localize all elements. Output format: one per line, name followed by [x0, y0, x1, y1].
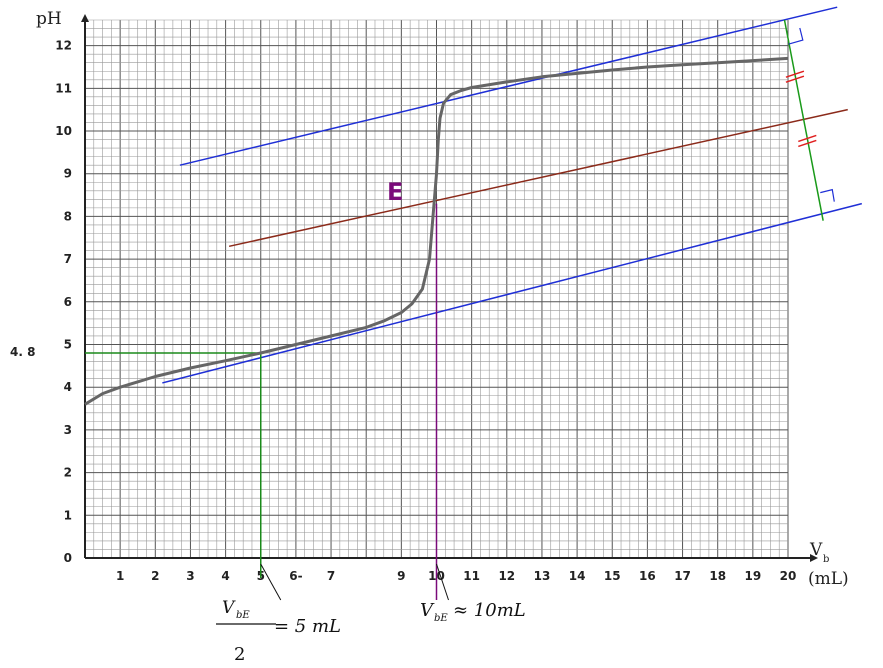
median-line — [228, 108, 848, 248]
markers — [785, 27, 835, 202]
x-tick-label: 2 — [151, 569, 159, 583]
titration-curve — [84, 56, 789, 406]
x-tick-label: 6- — [289, 569, 302, 583]
x-tick-label: 18 — [709, 569, 726, 583]
y-tick-label: 1 — [64, 508, 72, 522]
x-axis-label: V — [809, 540, 823, 560]
half-annotation-v: V — [222, 598, 236, 618]
x-axis-unit: (mL) — [808, 569, 849, 589]
x-tick-label: 3 — [186, 569, 194, 583]
x-tick-label: 11 — [463, 569, 480, 583]
right-angle-mark — [820, 188, 835, 202]
y-tick-label: 11 — [55, 81, 72, 95]
x-tick-label: 4 — [221, 569, 229, 583]
equal-length-tick — [798, 139, 817, 148]
x-axis-arrow — [810, 554, 818, 562]
y-tick-label: 9 — [64, 167, 72, 181]
tangent-bottom-line — [162, 202, 863, 384]
equivalence-label: E — [387, 178, 403, 206]
x-tick-label: 9 — [397, 569, 405, 583]
y-tick-label: 6 — [64, 295, 72, 309]
half-annotation-arrow — [260, 563, 282, 601]
x-tick-label: 16 — [639, 569, 656, 583]
x-tick-label: 19 — [744, 569, 761, 583]
y-tick-label: 4 — [64, 380, 72, 394]
equal-length-tick — [785, 70, 805, 78]
x-tick-label: 14 — [569, 569, 586, 583]
construction-lines — [85, 6, 863, 601]
x-tick-label: 7 — [327, 569, 335, 583]
x-tick-label: 15 — [604, 569, 621, 583]
y-tick-label: 0 — [64, 551, 72, 565]
tangent-top-line — [179, 6, 838, 166]
half-volume-annotation: V bE 2 = 5 mL — [216, 598, 341, 665]
y-tick-label: 8 — [64, 209, 72, 223]
half-annotation-rhs: = 5 mL — [274, 616, 341, 637]
x-tick-label: 13 — [534, 569, 551, 583]
eq-annotation-arrow — [436, 563, 449, 601]
y-axis-label: pH — [36, 9, 62, 29]
eq-annotation-v: V — [420, 600, 435, 621]
x-tick-label: 20 — [780, 569, 797, 583]
half-equivalence-ph-label: 4. 8 — [10, 345, 35, 359]
half-annotation-den: 2 — [234, 644, 245, 665]
equivalence-volume-annotation: V bE ≈ 10mL — [420, 600, 526, 624]
y-tick-label: 2 — [64, 466, 72, 480]
eq-annotation-rhs: ≈ 10mL — [453, 600, 526, 621]
half-annotation-sub: bE — [236, 610, 250, 621]
axes — [81, 14, 818, 562]
eq-annotation-sub: bE — [434, 613, 448, 624]
equal-length-tick — [785, 75, 805, 83]
y-tick-label: 10 — [55, 124, 72, 138]
y-tick-label: 7 — [64, 252, 72, 266]
y-tick-label: 3 — [64, 423, 72, 437]
x-tick-label: 17 — [674, 569, 691, 583]
x-tick-label: 1 — [116, 569, 124, 583]
tick-labels: 123456-791011121314151617181920012345678… — [55, 39, 796, 583]
perpendicular-line — [783, 19, 824, 221]
equal-length-tick — [798, 134, 817, 143]
right-angle-mark — [788, 27, 804, 45]
y-axis-arrow — [81, 14, 89, 22]
y-tick-label: 12 — [55, 39, 72, 53]
x-axis-label-sub: b — [823, 554, 829, 565]
x-tick-label: 12 — [498, 569, 515, 583]
titration-curve-line — [84, 56, 789, 406]
y-tick-label: 5 — [64, 338, 72, 352]
